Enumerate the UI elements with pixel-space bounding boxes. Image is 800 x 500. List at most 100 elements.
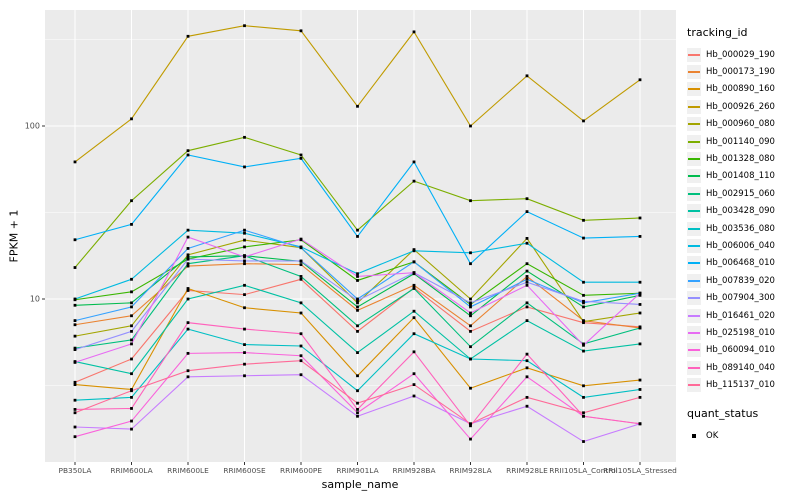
data-point xyxy=(73,319,77,323)
data-point xyxy=(130,419,133,423)
data-point xyxy=(525,395,529,399)
data-point xyxy=(299,153,303,157)
data-point xyxy=(469,329,472,333)
data-point xyxy=(130,290,133,294)
data-point xyxy=(582,440,585,443)
data-point xyxy=(638,293,642,297)
data-point xyxy=(525,352,529,356)
legend-key-swatch xyxy=(687,65,701,80)
legend-item-Hb_006468_010: Hb_006468_010 xyxy=(687,255,799,272)
legend-label: Hb_115137_010 xyxy=(706,380,775,391)
data-point xyxy=(130,338,133,342)
x-tick-label: RRIM928BA xyxy=(392,466,435,475)
data-point xyxy=(469,386,472,390)
data-point xyxy=(638,280,642,284)
legend-label: Hb_007839_020 xyxy=(706,275,775,286)
data-point xyxy=(412,372,416,376)
data-point xyxy=(582,119,585,123)
data-point xyxy=(525,210,529,214)
data-point xyxy=(525,319,529,323)
data-point xyxy=(638,311,642,315)
data-point xyxy=(130,277,133,281)
data-point xyxy=(243,255,246,259)
data-point xyxy=(186,228,190,232)
data-point xyxy=(243,343,246,347)
legend-item-Hb_025198_010: Hb_025198_010 xyxy=(687,324,799,341)
data-point xyxy=(525,237,529,240)
y-tick-label: 10 xyxy=(30,295,40,304)
legend-item-Hb_115137_010: Hb_115137_010 xyxy=(687,376,799,393)
data-point xyxy=(73,411,77,415)
data-point xyxy=(525,359,529,363)
legend-key-swatch xyxy=(687,273,701,288)
data-point xyxy=(186,369,190,373)
legend-key-swatch xyxy=(687,169,701,184)
data-point xyxy=(299,237,303,241)
x-tick-label: RRIM928LA xyxy=(449,466,491,475)
data-point xyxy=(186,34,190,38)
legend-key-swatch xyxy=(687,378,701,393)
data-point xyxy=(638,291,642,295)
data-point xyxy=(130,342,133,346)
x-tick-label: RRIM600SE xyxy=(223,466,266,475)
data-point xyxy=(582,384,585,388)
data-point xyxy=(638,326,642,330)
legend-label: Hb_000890_160 xyxy=(706,84,775,95)
data-point xyxy=(582,305,585,309)
data-point xyxy=(73,380,77,384)
legend-key-swatch xyxy=(687,221,701,236)
data-point xyxy=(186,264,190,268)
data-point xyxy=(130,324,133,328)
x-tick-label: RRIM600PE xyxy=(280,466,322,475)
data-point xyxy=(186,235,190,239)
legend-key-swatch xyxy=(687,291,701,306)
data-point xyxy=(469,314,472,318)
x-tick-label: RRIM928LE xyxy=(506,466,548,475)
data-point xyxy=(186,149,190,153)
x-tick-label: RRII105LA_Stressed xyxy=(603,466,677,475)
legend-label: Hb_025198_010 xyxy=(706,327,775,338)
data-point xyxy=(243,24,246,28)
data-point xyxy=(469,357,472,361)
data-point xyxy=(356,297,359,301)
data-point xyxy=(299,301,303,305)
data-point xyxy=(469,424,472,428)
data-point xyxy=(299,246,303,250)
data-point xyxy=(638,388,642,391)
data-point xyxy=(469,297,472,301)
data-point xyxy=(356,401,359,405)
data-point xyxy=(582,343,585,347)
x-tick-label: PB350LA xyxy=(59,466,92,475)
legend-item-Hb_001328_080: Hb_001328_080 xyxy=(687,150,799,167)
legend-key-swatch xyxy=(687,152,701,167)
data-point xyxy=(299,156,303,160)
data-point xyxy=(186,321,190,325)
data-point xyxy=(356,272,359,276)
legend-label: Hb_089140_040 xyxy=(706,362,775,373)
legend: tracking_id Hb_000029_190 Hb_000173_190 Hb… xyxy=(687,26,799,444)
data-point xyxy=(73,297,77,301)
legend-item-Hb_000960_080: Hb_000960_080 xyxy=(687,116,799,133)
legend-key-swatch xyxy=(687,186,701,201)
data-point xyxy=(130,372,133,376)
legend-label: Hb_060094_010 xyxy=(706,345,775,356)
data-point xyxy=(299,259,303,263)
data-point xyxy=(130,427,133,431)
data-point xyxy=(638,235,642,238)
data-point xyxy=(638,422,642,426)
data-point xyxy=(186,247,190,250)
data-point xyxy=(243,374,246,378)
data-point xyxy=(186,262,190,266)
data-point xyxy=(299,344,303,348)
data-point xyxy=(299,332,303,336)
data-point xyxy=(469,124,472,128)
data-point xyxy=(638,378,642,382)
data-point xyxy=(582,236,585,240)
data-point xyxy=(469,437,472,441)
legend-item-Hb_000173_190: Hb_000173_190 xyxy=(687,63,799,80)
data-point xyxy=(525,197,529,201)
data-point xyxy=(243,245,246,249)
data-point xyxy=(356,411,359,415)
data-point xyxy=(412,316,416,320)
data-point xyxy=(130,357,133,361)
